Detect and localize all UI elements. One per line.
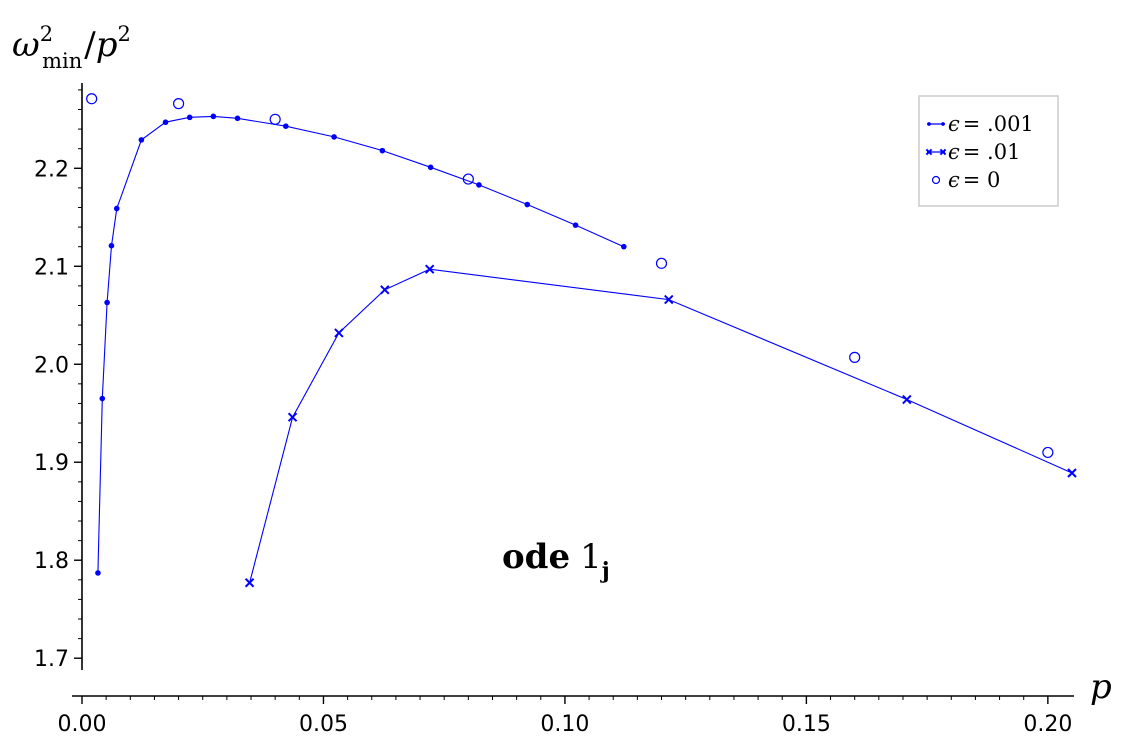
data-point-dot bbox=[282, 123, 289, 129]
data-point-circle bbox=[462, 173, 474, 185]
data-point-x bbox=[244, 578, 255, 588]
legend-entries: ϵ = .001 ϵ = .01 ϵ = 0 bbox=[925, 112, 1034, 192]
axes: 0.00 0.05 0.10 0.15 0.20 1.7 1.8 1.9 2.0 2.1 2.2 bbox=[34, 83, 1074, 737]
data-point-dot bbox=[427, 164, 434, 171]
y-tick-label: 2.1 bbox=[34, 255, 69, 280]
y-tick-label: 2.0 bbox=[34, 353, 69, 378]
y-axis-label-sub: min bbox=[42, 49, 82, 73]
x-tick-label: 0.10 bbox=[540, 712, 589, 737]
annotation-ode-label: ode 1j bbox=[502, 537, 610, 584]
annotation-bold: ode bbox=[502, 537, 570, 577]
data-point-dot bbox=[476, 182, 482, 188]
series-line bbox=[249, 268, 1073, 583]
series-layer bbox=[86, 93, 1077, 588]
data-point-x bbox=[1067, 468, 1077, 478]
series-3 bbox=[86, 93, 1054, 459]
data-point-dot bbox=[234, 115, 241, 122]
data-point-circle bbox=[655, 257, 668, 269]
y-tick-label: 1.9 bbox=[34, 451, 69, 476]
data-point-dot bbox=[621, 243, 627, 250]
data-point-dot bbox=[108, 242, 115, 249]
data-point-dot bbox=[379, 147, 386, 154]
data-point-x bbox=[925, 148, 933, 156]
data-point-dot bbox=[95, 570, 101, 576]
series-1 bbox=[95, 113, 627, 576]
data-point-circle bbox=[86, 93, 98, 105]
data-point-dot bbox=[927, 122, 931, 126]
series-line bbox=[97, 115, 625, 574]
x-tick-label: 0.20 bbox=[1023, 712, 1072, 737]
data-point-circle bbox=[849, 351, 861, 363]
x-axis-label: p bbox=[1090, 667, 1112, 707]
data-point-dot bbox=[186, 114, 193, 121]
legend-label: ϵ = .001 bbox=[948, 112, 1034, 136]
y-tick-label: 1.7 bbox=[34, 647, 69, 672]
legend-entry: ϵ = .01 bbox=[925, 140, 1020, 164]
data-point-x bbox=[380, 285, 390, 295]
data-point-dot bbox=[331, 134, 337, 140]
x-tick-label: 0.00 bbox=[58, 712, 107, 737]
data-point-dot bbox=[524, 201, 531, 208]
data-point-dot bbox=[210, 113, 217, 120]
annotation-math-sub: j bbox=[600, 558, 610, 584]
y-axis-label-sep: / bbox=[84, 25, 96, 65]
data-point-dot bbox=[138, 137, 145, 143]
y-axis-label-base: ω bbox=[12, 25, 40, 65]
data-point-dot bbox=[162, 119, 169, 126]
x-tick-label: 0.05 bbox=[299, 712, 348, 737]
data-point-x bbox=[902, 394, 912, 405]
y-axis-label-var: p bbox=[96, 25, 118, 65]
data-point-x bbox=[939, 148, 947, 156]
data-point-dot bbox=[104, 299, 110, 306]
data-point-dot bbox=[572, 222, 579, 228]
legend-entry: ϵ = 0 bbox=[931, 168, 1000, 192]
data-point-x bbox=[425, 264, 435, 274]
data-point-dot bbox=[99, 395, 106, 402]
annotation-math: 1 bbox=[580, 537, 602, 577]
data-point-circle bbox=[1042, 446, 1054, 459]
data-point-x bbox=[334, 328, 344, 338]
legend-label: ϵ = 0 bbox=[948, 168, 1000, 192]
data-point-circle bbox=[269, 113, 281, 125]
y-axis-label: ω2 min/p2 bbox=[12, 22, 131, 73]
legend-entry: ϵ = .001 bbox=[927, 112, 1034, 136]
data-point-x bbox=[664, 294, 674, 305]
legend: ϵ = .001 ϵ = .01 ϵ = 0 bbox=[918, 95, 1059, 207]
y-tick-label: 1.8 bbox=[34, 549, 69, 574]
data-point-dot bbox=[113, 205, 120, 212]
data-point-circle bbox=[931, 175, 941, 185]
ticks: 0.00 0.05 0.10 0.15 0.20 1.7 1.8 1.9 2.0 2.1 2.2 bbox=[34, 89, 1072, 737]
y-tick-label: 2.2 bbox=[34, 157, 69, 182]
y-axis-label-sup: 2 bbox=[40, 22, 53, 46]
data-point-x bbox=[287, 412, 298, 422]
data-point-circle bbox=[172, 98, 185, 110]
x-tick-label: 0.15 bbox=[782, 712, 831, 737]
legend-label: ϵ = .01 bbox=[948, 140, 1020, 164]
series-2 bbox=[244, 264, 1077, 588]
data-point-dot bbox=[941, 122, 945, 126]
y-axis-label-var-sup: 2 bbox=[118, 22, 131, 46]
